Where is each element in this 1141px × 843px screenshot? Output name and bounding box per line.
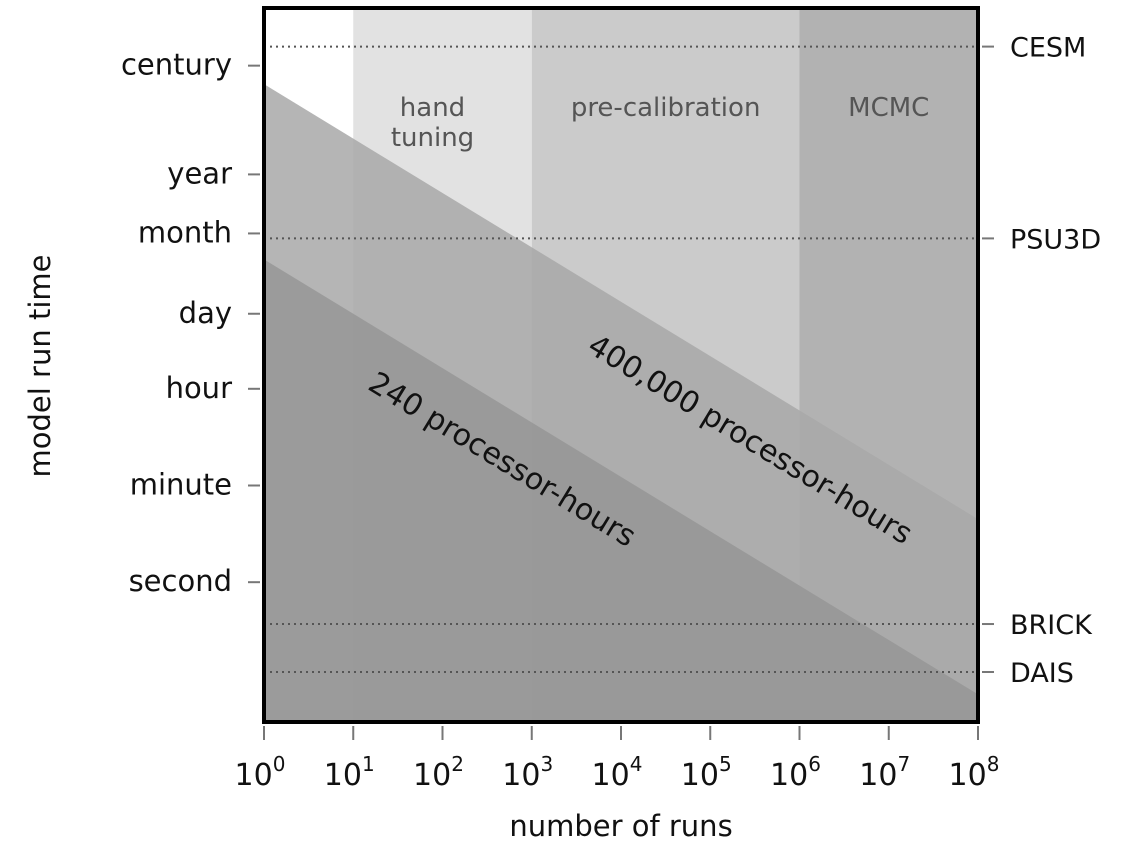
x-tick-label-8: 108 [949, 752, 1000, 793]
y-tick-label-4: hour [166, 371, 233, 405]
y-axis-title: model run time [23, 255, 57, 478]
x-tick-label-3: 103 [502, 752, 553, 793]
y-tick-label-2: month [138, 215, 232, 249]
region-label-0: hand tuning [391, 93, 474, 153]
reference-label-1: PSU3D [1010, 224, 1101, 255]
x-tick-label-2: 102 [413, 752, 464, 793]
x-tick-label-7: 107 [859, 752, 910, 793]
plot-frame [262, 6, 980, 724]
reference-label-0: CESM [1010, 33, 1086, 64]
x-tick-label-1: 101 [324, 752, 375, 793]
budget-band-1 [264, 259, 978, 722]
reference-label-2: BRICK [1010, 610, 1093, 641]
plot-content [264, 8, 978, 722]
region-label-2: MCMC [848, 93, 929, 123]
region-label-1: pre-calibration [571, 93, 761, 123]
x-axis: 100 101 102 103 104 105 106 107 108 [235, 726, 1000, 793]
y-tick-label-3: day [179, 296, 232, 330]
y-tick-label-5: minute [130, 467, 232, 501]
x-tick-label-0: 100 [235, 752, 286, 793]
y-axis-left: century year month day hour minute second [121, 48, 260, 598]
y-tick-label-6: second [129, 564, 232, 598]
x-tick-label-6: 106 [770, 752, 821, 793]
x-tick-label-5: 105 [681, 752, 732, 793]
x-tick-label-4: 104 [592, 752, 643, 793]
reference-label-3: DAIS [1010, 658, 1074, 689]
y-tick-label-1: year [167, 156, 232, 190]
y-tick-label-0: century [121, 48, 232, 82]
y-axis-right: CESM PSU3D BRICK DAIS [982, 33, 1101, 689]
x-axis-title: number of runs [509, 809, 732, 843]
